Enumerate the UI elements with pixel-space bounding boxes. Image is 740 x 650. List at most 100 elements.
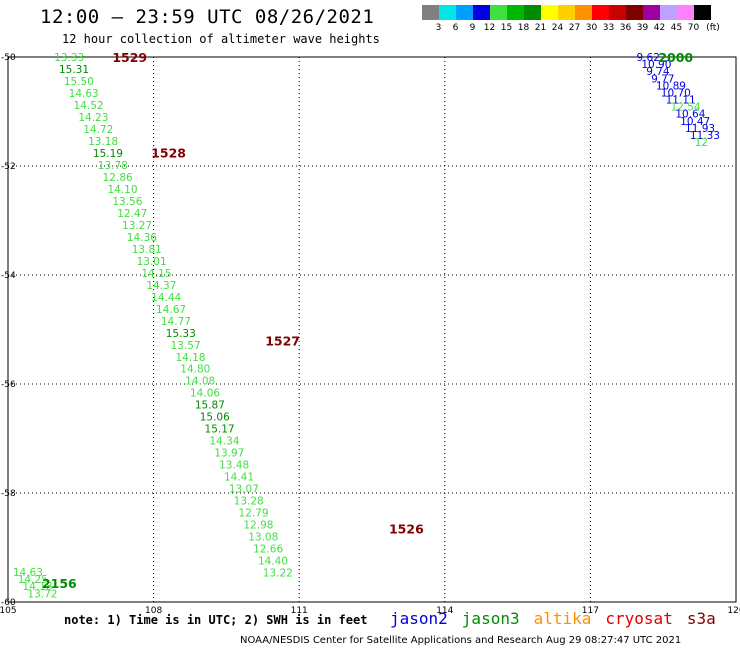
pass-time-label: 2156 [42,576,77,591]
swh-value: 14.80 [180,364,210,376]
pass-time-label: 1527 [265,333,300,348]
latitude-tick-label: -50 [1,53,16,63]
satellite-legend-jason2: jason2 [390,609,448,628]
scale-label: 18 [517,23,530,33]
map-subtitle: 12 hour collection of altimeter wave hei… [62,32,380,46]
swh-value: 12 [695,137,708,149]
swh-value: 13.56 [112,196,142,208]
swh-value: 12.98 [243,520,273,532]
swh-value: 11.93 [685,123,715,135]
swh-value: 13.97 [214,448,244,460]
scale-swatch [456,5,473,20]
swh-value: 13.72 [27,588,57,600]
satellite-legend-altika: altika [533,609,592,628]
swh-value: 13.22 [263,568,293,580]
pass-time-label: 1528 [151,145,186,160]
scale-swatch [626,5,643,20]
swh-value: 15.19 [93,148,123,160]
scale-unit: (ft) [706,23,720,33]
swh-value: 12.47 [117,208,147,220]
swh-value: 14.08 [185,376,215,388]
scale-swatch [609,5,626,20]
pass-time-label: 1529 [112,50,147,65]
scale-swatch [507,5,524,20]
swh-value: 14.52 [74,100,104,112]
swh-value: 14.23 [78,112,108,124]
swh-value: 14.41 [224,472,254,484]
satellite-legend: jason2 jason3 altika cryosat s3a [390,609,730,628]
longitude-tick-label: 111 [291,606,308,616]
swh-value: 13.81 [132,244,162,256]
swh-value: 14.15 [141,268,171,280]
swh-value: 11.11 [666,95,696,107]
scale-label: 33 [602,23,615,33]
map-frame [7,56,737,603]
scale-label: 45 [670,23,683,33]
swh-value: 13.57 [171,340,201,352]
swh-value: 14.63 [69,88,99,100]
swh-value: 15.31 [59,64,89,76]
swh-value: 14.06 [190,388,220,400]
scale-label: 12 [483,23,496,33]
scale-label: 39 [636,23,649,33]
scale-swatch [422,5,439,20]
swh-value: 13.28 [234,496,264,508]
scale-swatch [490,5,507,20]
swh-value: 9.77 [651,73,674,85]
scale-label: 3 [435,23,442,33]
scale-swatch [660,5,677,20]
swh-value: 10.64 [675,109,705,121]
swh-value: 12.66 [253,544,283,556]
scale-swatch [439,5,456,20]
scale-label: 21 [534,23,547,33]
scale-label: 24 [551,23,564,33]
swh-value: 12.54 [670,102,700,114]
swh-value: 15.33 [166,328,196,340]
latitude-tick-label: -60 [1,598,16,608]
scale-label: 6 [452,23,459,33]
footer-note: note: 1) Time is in UTC; 2) SWH is in fe… [64,613,368,627]
scale-label: 15 [500,23,513,33]
scale-label: 30 [585,23,598,33]
swh-value: 13.48 [219,460,249,472]
swh-value: 13.18 [88,136,118,148]
scale-swatch [473,5,490,20]
longitude-tick-label: 108 [145,606,162,616]
swh-value: 14.67 [156,304,186,316]
swh-value: 10.89 [656,80,686,92]
longitude-tick-label: 114 [436,606,453,616]
longitude-tick-label: 105 [0,606,17,616]
scale-swatch [541,5,558,20]
scale-swatch [677,5,694,20]
swh-value: 14.25 [18,574,48,586]
scale-swatch [694,5,711,20]
latitude-tick-label: -58 [1,489,16,499]
swh-value: 14.40 [258,556,288,568]
latitude-tick-label: -54 [1,271,16,281]
scale-swatch [592,5,609,20]
scale-label: 42 [653,23,666,33]
swh-value: 14.72 [83,124,113,136]
swh-value: 14.77 [161,316,191,328]
scale-swatch [558,5,575,20]
swh-value: 10.70 [661,87,691,99]
satellite-legend-s3a: s3a [686,609,716,628]
swh-value: 13.27 [122,220,152,232]
longitude-tick-label: 117 [582,606,599,616]
satellite-legend-cryosat: cryosat [605,609,673,628]
swh-value: 14.63 [13,567,43,579]
scale-swatch [575,5,592,20]
swh-value: 14.36 [127,232,157,244]
credit-line: NOAA/NESDIS Center for Satellite Applica… [240,635,682,646]
scale-label: 9 [469,23,476,33]
scale-label: 70 [687,23,700,33]
swh-value: 15.06 [200,412,230,424]
swh-value: 15.50 [64,76,94,88]
swh-value: 13.01 [137,256,167,268]
swh-value: 11.33 [690,130,720,142]
scale-label: 36 [619,23,632,33]
swh-value: 14.44 [151,292,181,304]
pass-time-label: 1526 [389,521,424,536]
swh-value: 10.90 [641,59,671,71]
